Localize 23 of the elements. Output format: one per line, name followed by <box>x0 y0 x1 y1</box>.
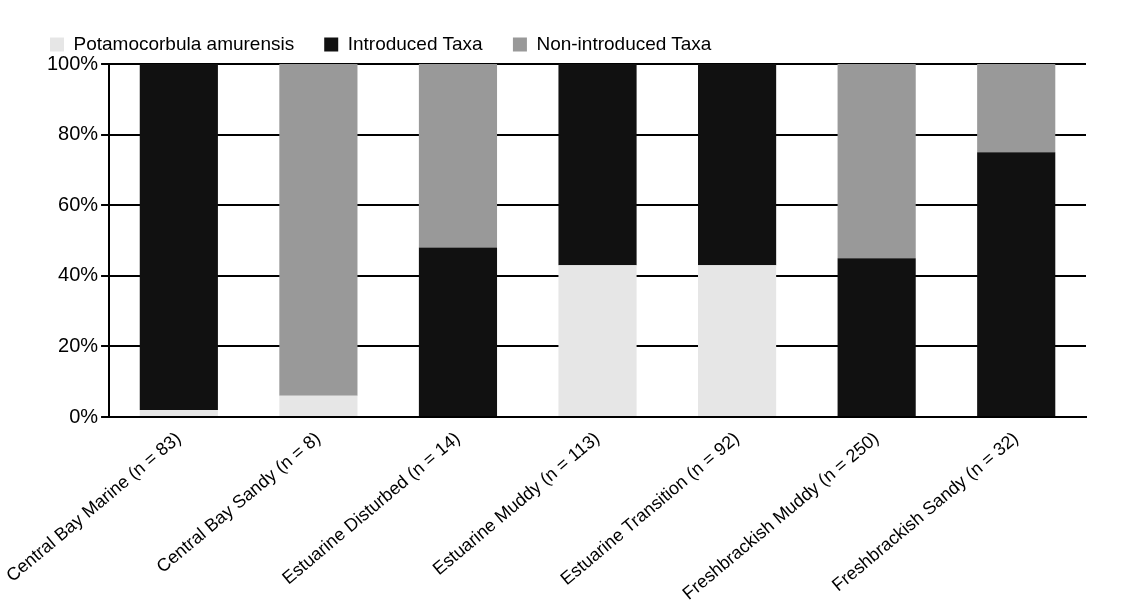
bar <box>418 64 498 248</box>
bar <box>139 64 218 410</box>
bar <box>837 64 916 259</box>
legend-label: Potamocorbula amurensis <box>73 32 295 54</box>
legend-label: Non-introduced Taxa <box>536 32 712 54</box>
y-tick-label: 0% <box>69 404 99 427</box>
y-tick-label: 20% <box>58 333 99 356</box>
bar <box>279 395 358 417</box>
bar <box>558 64 637 266</box>
bar <box>698 64 777 266</box>
y-tick-label: 80% <box>58 122 99 145</box>
bar <box>977 64 1056 153</box>
bar <box>139 409 218 417</box>
y-tick-label: 100% <box>46 51 99 74</box>
y-tick-label: 60% <box>58 192 99 215</box>
bar <box>279 64 358 396</box>
bar <box>698 265 777 417</box>
bar <box>558 265 637 417</box>
bar <box>977 152 1056 417</box>
legend-label: Introduced Taxa <box>347 32 484 54</box>
bar <box>837 258 916 417</box>
bar <box>418 247 498 417</box>
y-tick-label: 40% <box>58 263 99 286</box>
